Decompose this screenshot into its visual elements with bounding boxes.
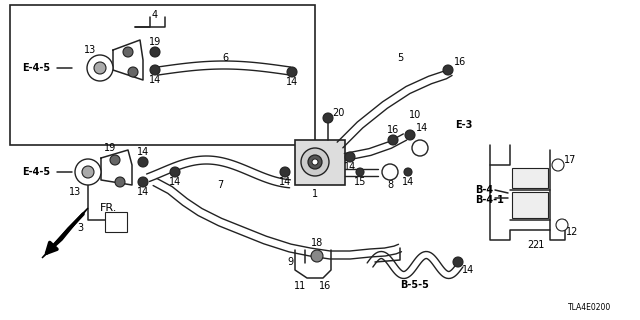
Text: 10: 10 <box>409 110 421 120</box>
Text: 4: 4 <box>152 10 158 20</box>
Circle shape <box>323 113 333 123</box>
Text: 14: 14 <box>279 177 291 187</box>
Text: E-3: E-3 <box>455 120 472 130</box>
Circle shape <box>150 65 160 75</box>
Circle shape <box>311 250 323 262</box>
Text: E-4-5: E-4-5 <box>22 167 50 177</box>
Circle shape <box>308 155 322 169</box>
Circle shape <box>123 47 133 57</box>
Text: 1: 1 <box>312 189 318 199</box>
Circle shape <box>75 159 101 185</box>
Bar <box>512 192 548 218</box>
Circle shape <box>356 168 364 176</box>
Text: 13: 13 <box>69 187 81 197</box>
Circle shape <box>312 159 318 165</box>
Circle shape <box>115 177 125 187</box>
Circle shape <box>552 159 564 171</box>
Circle shape <box>94 62 106 74</box>
Text: 9: 9 <box>287 257 293 267</box>
Circle shape <box>345 152 355 162</box>
Text: 14: 14 <box>137 147 149 157</box>
Circle shape <box>150 47 160 57</box>
Text: E-4-5: E-4-5 <box>22 63 50 73</box>
Text: 16: 16 <box>319 281 331 291</box>
Text: 14: 14 <box>149 75 161 85</box>
Circle shape <box>87 55 113 81</box>
Text: B-4: B-4 <box>475 185 493 195</box>
Circle shape <box>170 167 180 177</box>
Text: 18: 18 <box>311 238 323 248</box>
Circle shape <box>280 167 290 177</box>
Circle shape <box>128 67 138 77</box>
Text: FR.: FR. <box>100 203 117 213</box>
Text: 14: 14 <box>286 77 298 87</box>
Text: 14: 14 <box>137 187 149 197</box>
Circle shape <box>82 166 94 178</box>
Bar <box>512 168 548 188</box>
Text: 20: 20 <box>332 108 344 118</box>
Text: 15: 15 <box>354 177 366 187</box>
Bar <box>105 212 127 232</box>
Text: 14: 14 <box>402 177 414 187</box>
Circle shape <box>287 67 297 77</box>
Text: 8: 8 <box>387 180 393 190</box>
Text: 14: 14 <box>344 162 356 172</box>
Circle shape <box>301 148 329 176</box>
Circle shape <box>412 140 428 156</box>
Circle shape <box>453 257 463 267</box>
Circle shape <box>382 164 398 180</box>
Text: 13: 13 <box>84 45 96 55</box>
Circle shape <box>404 168 412 176</box>
Bar <box>295 140 345 185</box>
Text: 14: 14 <box>416 123 428 133</box>
Polygon shape <box>42 208 88 258</box>
Circle shape <box>443 65 453 75</box>
Text: 19: 19 <box>104 143 116 153</box>
Text: 7: 7 <box>217 180 223 190</box>
Circle shape <box>405 130 415 140</box>
Circle shape <box>388 135 398 145</box>
Text: TLA4E0200: TLA4E0200 <box>568 303 612 313</box>
Bar <box>10 5 315 145</box>
Text: 21: 21 <box>532 240 544 250</box>
Text: 3: 3 <box>77 223 83 233</box>
Text: 5: 5 <box>397 53 403 63</box>
Circle shape <box>110 155 120 165</box>
Text: 16: 16 <box>454 57 466 67</box>
Text: 2: 2 <box>527 240 533 250</box>
Text: 14: 14 <box>462 265 474 275</box>
Text: 12: 12 <box>566 227 578 237</box>
Text: 19: 19 <box>149 37 161 47</box>
Text: 16: 16 <box>387 125 399 135</box>
Circle shape <box>556 219 568 231</box>
Text: 14: 14 <box>169 177 181 187</box>
Text: 17: 17 <box>564 155 576 165</box>
Text: 6: 6 <box>222 53 228 63</box>
Circle shape <box>138 177 148 187</box>
Circle shape <box>138 157 148 167</box>
Text: B-4-1: B-4-1 <box>475 195 504 205</box>
Text: 11: 11 <box>294 281 306 291</box>
Text: B-5-5: B-5-5 <box>401 280 429 290</box>
